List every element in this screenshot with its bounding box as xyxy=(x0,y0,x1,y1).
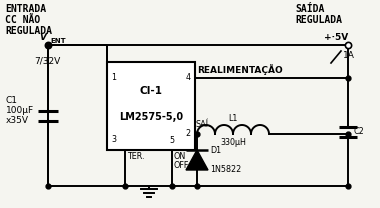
Text: 2: 2 xyxy=(186,130,191,139)
Text: D1: D1 xyxy=(210,146,221,155)
Text: ENT: ENT xyxy=(50,38,66,44)
Text: C2: C2 xyxy=(353,128,364,136)
Text: 7/32V: 7/32V xyxy=(34,57,60,66)
Text: LM2575-5,0: LM2575-5,0 xyxy=(119,111,183,121)
Text: L1: L1 xyxy=(228,114,238,123)
Text: +·5V: +·5V xyxy=(324,33,348,42)
Text: 1: 1 xyxy=(111,73,116,83)
Polygon shape xyxy=(186,150,208,170)
Text: C1
100μF
x35V: C1 100μF x35V xyxy=(6,96,34,125)
Text: 3: 3 xyxy=(111,135,116,145)
Bar xyxy=(107,62,195,150)
Text: ON
OFF: ON OFF xyxy=(174,152,189,170)
Text: V: V xyxy=(39,33,46,42)
Text: SAÍ.: SAÍ. xyxy=(196,120,212,129)
Text: 1A: 1A xyxy=(343,51,355,59)
Text: SAÍDA
REGULADA: SAÍDA REGULADA xyxy=(295,4,342,25)
Text: 1N5822: 1N5822 xyxy=(210,165,241,174)
Text: REALIMENTAÇÃO: REALIMENTAÇÃO xyxy=(197,64,283,75)
Text: ENTRADA
CC NÃO
REGULADA: ENTRADA CC NÃO REGULADA xyxy=(5,4,52,36)
Text: 330μH: 330μH xyxy=(220,138,246,147)
Text: 4: 4 xyxy=(186,73,191,83)
Text: 5: 5 xyxy=(169,136,174,145)
Text: TER.: TER. xyxy=(127,152,144,161)
Text: CI-1: CI-1 xyxy=(139,86,163,96)
